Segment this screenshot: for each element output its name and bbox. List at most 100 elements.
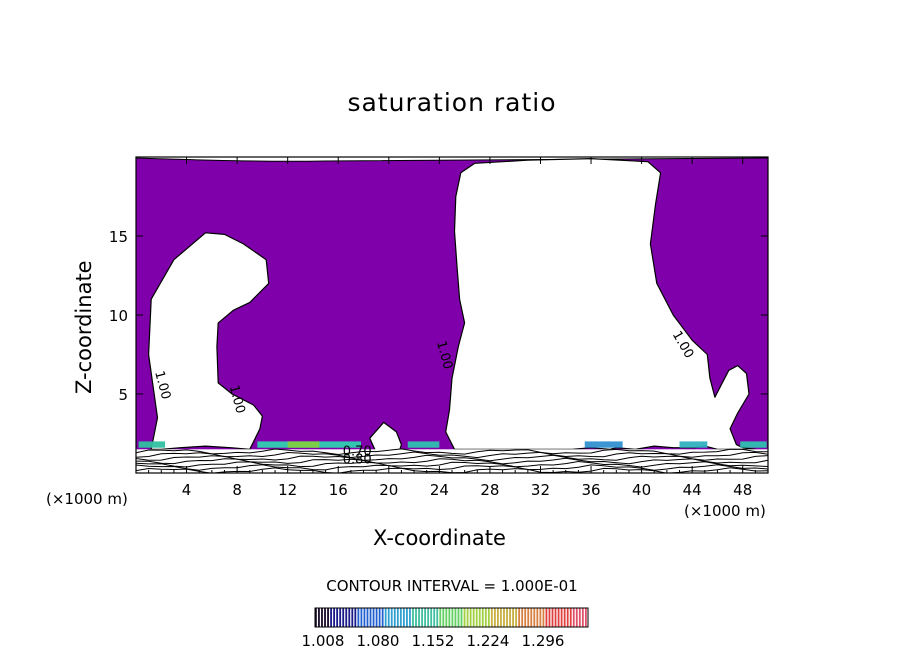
colorbar-swatch [487,608,490,627]
colorbar-swatch [354,608,357,627]
colorbar-swatch [530,608,533,627]
colorbar-swatch [372,608,375,627]
colorbar-swatch [360,608,363,627]
colorbar-swatch [472,608,475,627]
chart-title: saturation ratio [347,88,557,117]
x-axis-label: X-coordinate [373,526,506,550]
colorbar-swatch [481,608,484,627]
colorbar-swatch [569,608,572,627]
colorbar-swatch [478,608,481,627]
colorbar-swatch [497,608,499,627]
colorbar-swatch [442,608,445,627]
surface-contour-line [136,451,768,459]
colorbar-swatch [439,608,442,627]
colorbar-swatch [387,608,390,627]
colorbar-swatch [348,608,351,627]
colorbar-swatch [330,608,332,627]
colorbar-swatch [548,608,551,627]
x-tick-label: 20 [379,481,398,499]
colorbar-swatch [457,608,460,627]
surface-contour-line [136,448,768,456]
subsaturated-region [445,158,756,450]
colorbar-swatch [557,608,560,627]
colorbar-swatch [563,608,566,627]
colorbar-swatch [390,608,393,627]
colorbar-swatch [575,608,578,627]
x-tick-label: 4 [182,481,192,499]
surface-contour-line [136,464,768,471]
colorbar-frame [314,607,589,628]
surface-streak [407,441,440,448]
colorbar-swatch [339,608,342,627]
colorbar-swatch [448,608,451,627]
colorbar-swatch [363,608,366,627]
x-tick-label: 24 [430,481,449,499]
x-tick-label: 12 [278,481,297,499]
colorbar-swatch [533,608,536,627]
colorbar-swatch [324,608,326,627]
contour-interval-label: CONTOUR INTERVAL = 1.000E-01 [326,577,578,595]
colorbar-swatch [436,608,439,627]
colorbar-swatch [454,608,457,627]
colorbar-swatch [503,608,505,627]
colorbar-swatch [445,608,448,627]
surface-streak [679,441,708,448]
colorbar-swatch [336,608,339,627]
x-tick-label: 36 [581,481,600,499]
contour-label: 1.00 [151,369,173,401]
colorbar-swatch [406,608,408,627]
colorbar-swatch [509,608,511,627]
colorbar-swatch [342,608,345,627]
colorbar-tick-label: 1.080 [357,632,400,650]
colorbar-swatch [433,608,436,627]
surface-streak [287,441,320,448]
colorbar-swatch [512,608,514,627]
x-tick-label: 40 [632,481,651,499]
surface-contour-line [136,454,768,462]
contour-label: 1.00 [226,383,248,415]
y-tick-label: 15 [109,228,128,246]
colorbar-swatch [584,608,587,627]
colorbar-swatch [581,608,584,627]
x-tick-label: 16 [329,481,348,499]
surface-contour-line [136,457,768,465]
colorbar-swatch [463,608,466,627]
colorbar-swatch [521,608,524,627]
x-tick-label: 32 [531,481,550,499]
colorbar-tick-label: 1.296 [522,632,565,650]
y-tick-label: 10 [109,307,128,325]
colorbar-swatch [572,608,575,627]
colorbar-swatch [460,608,463,627]
colorbar-swatch [415,608,417,627]
colorbar-swatch [409,608,411,627]
colorbar-swatch [378,608,381,627]
colorbar-swatch [357,608,360,627]
colorbar-swatch [515,608,518,627]
colorbar-swatch [418,608,420,627]
colorbar-swatch [396,608,399,627]
colorbar-swatch [345,608,348,627]
colorbar-swatch [424,608,427,627]
colorbar-tick-label: 1.152 [412,632,455,650]
colorbar-swatch [475,608,478,627]
contour-label: 0.80 [343,453,372,468]
colorbar-swatch [536,608,539,627]
colorbar-swatch [375,608,378,627]
colorbar-swatch [518,608,521,627]
colorbar-swatch [318,608,320,627]
colorbar-swatch [560,608,563,627]
x-tick-label: 48 [733,481,752,499]
colorbar-swatch [542,608,545,627]
colorbar-swatch [566,608,569,627]
colorbar-swatch [539,608,542,627]
colorbar-swatch [466,608,469,627]
colorbar-swatch [321,608,323,627]
contour-label: 0.70 [343,445,372,460]
colorbar-swatch [506,608,508,627]
colorbar-swatch [366,608,369,627]
colorbar-swatch [381,608,384,627]
colorbar-swatch [327,608,329,627]
y-tick-label: 5 [118,386,128,404]
colorbar-swatch [469,608,472,627]
colorbar-swatch [554,608,557,627]
